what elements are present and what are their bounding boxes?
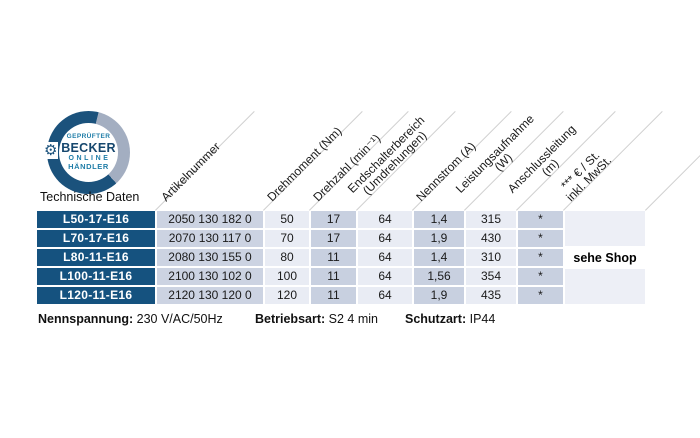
spec-schutzart-label: Schutzart:	[405, 312, 467, 326]
model-cell: L70-17-E16	[37, 230, 155, 247]
spec-schutzart-value: IP44	[466, 312, 496, 326]
drehzahl-cell: 11	[311, 249, 356, 266]
section-title: Technische Daten	[40, 190, 140, 204]
nennstrom-cell: 1,4	[414, 249, 464, 266]
endschalterbereich-cell: 64	[358, 230, 412, 247]
header-diagonal-line	[645, 111, 700, 211]
anschlussleitung-cell: *	[518, 268, 563, 285]
leistungsaufnahme-cell: 310	[466, 249, 516, 266]
badge-ring-inner	[59, 123, 118, 182]
col-header-drehmoment: Drehmoment (Nm)	[264, 124, 345, 205]
badge-line-händler: HÄNDLER	[68, 162, 109, 172]
spec-nennspannung-value: 230 V/AC/50Hz	[133, 312, 223, 326]
nennstrom-cell: 1,56	[414, 268, 464, 285]
drehmoment-cell: 100	[265, 268, 309, 285]
endschalterbereich-cell: 64	[358, 287, 412, 304]
anschlussleitung-cell: *	[518, 230, 563, 247]
endschalterbereich-cell: 64	[358, 211, 412, 228]
model-cell: L50-17-E16	[37, 211, 155, 228]
anschlussleitung-cell: *	[518, 249, 563, 266]
badge-text: GEPRÜFTER BECKER ONLINE HÄNDLER	[57, 121, 120, 184]
anschlussleitung-cell: *	[518, 211, 563, 228]
badge-line-geprüfter: GEPRÜFTER	[66, 133, 111, 141]
leistungsaufnahme-cell: 315	[466, 211, 516, 228]
artikelnummer-cell: 2120 130 120 0	[157, 287, 263, 304]
nennstrom-cell: 1,4	[414, 211, 464, 228]
endschalterbereich-cell: 64	[358, 249, 412, 266]
model-cell: L100-11-E16	[37, 268, 155, 285]
becker-badge-logo: GEPRÜFTER BECKER ONLINE HÄNDLER ⚙	[43, 111, 130, 194]
drehzahl-cell: 17	[311, 211, 356, 228]
model-cell: L120-11-E16	[37, 287, 155, 304]
price-note-cell: sehe Shop	[565, 211, 645, 304]
endschalterbereich-cell: 64	[358, 268, 412, 285]
drehmoment-cell: 50	[265, 211, 309, 228]
drehzahl-cell: 11	[311, 287, 356, 304]
gear-icon: ⚙	[43, 142, 59, 159]
drehzahl-cell: 11	[311, 268, 356, 285]
leistungsaufnahme-cell: 354	[466, 268, 516, 285]
spec-betriebsart-label: Betriebsart:	[255, 312, 326, 326]
model-cell: L80-11-E16	[37, 249, 155, 266]
spec-betriebsart-value: S2 4 min	[325, 312, 378, 326]
leistungsaufnahme-cell: 435	[466, 287, 516, 304]
artikelnummer-cell: 2070 130 117 0	[157, 230, 263, 247]
badge-line-online: ONLINE	[68, 155, 111, 163]
drehmoment-cell: 70	[265, 230, 309, 247]
artikelnummer-cell: 2080 130 155 0	[157, 249, 263, 266]
leistungsaufnahme-cell: 430	[466, 230, 516, 247]
nennstrom-cell: 1,9	[414, 230, 464, 247]
drehmoment-cell: 80	[265, 249, 309, 266]
artikelnummer-cell: 2050 130 182 0	[157, 211, 263, 228]
anschlussleitung-cell: *	[518, 287, 563, 304]
badge-line-becker: BECKER	[61, 140, 116, 155]
drehmoment-cell: 120	[265, 287, 309, 304]
nennstrom-cell: 1,9	[414, 287, 464, 304]
drehzahl-cell: 17	[311, 230, 356, 247]
spec-nennspannung: Nennspannung: 230 V/AC/50Hz	[38, 312, 223, 326]
spec-betriebsart: Betriebsart: S2 4 min	[255, 312, 378, 326]
technical-data-table: L50-17-E16 2050 130 182 0 50 17 64 1,4 3…	[37, 211, 645, 304]
spec-schutzart: Schutzart: IP44	[405, 312, 495, 326]
spec-nennspannung-label: Nennspannung:	[38, 312, 134, 326]
col-header-artikelnummer: Artikelnummer	[158, 139, 223, 205]
artikelnummer-cell: 2100 130 102 0	[157, 268, 263, 285]
